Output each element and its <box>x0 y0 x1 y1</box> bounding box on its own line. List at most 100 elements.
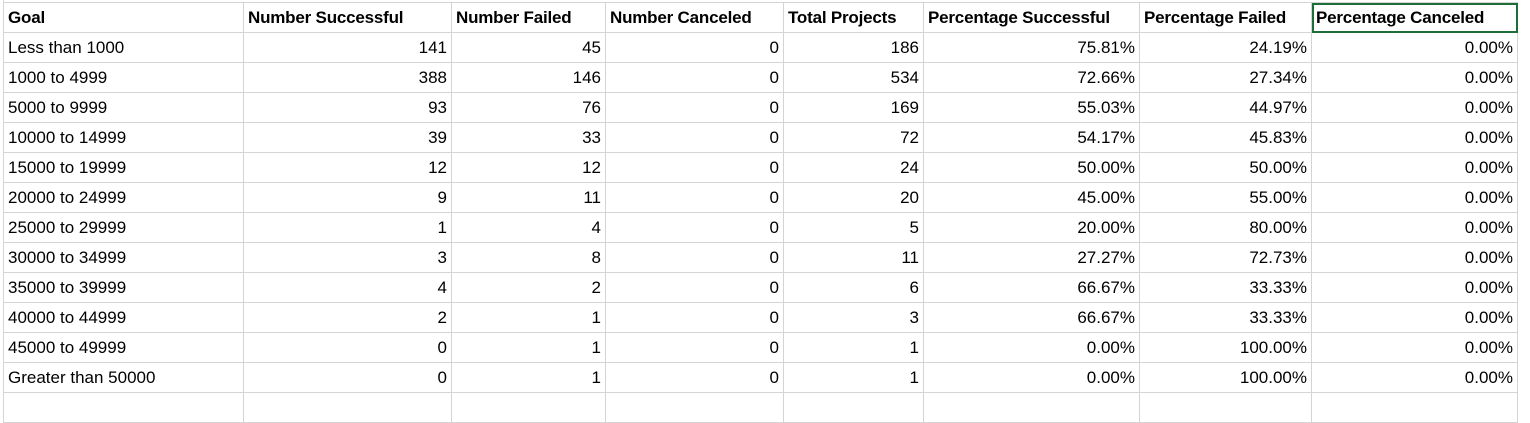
cell-percentage-failed[interactable]: 27.34% <box>1139 62 1312 93</box>
cell-number-failed[interactable]: 1 <box>451 302 606 333</box>
cell-percentage-failed[interactable]: 33.33% <box>1139 302 1312 333</box>
cell-total-projects[interactable]: 186 <box>783 32 924 63</box>
cell-number-failed[interactable]: 76 <box>451 92 606 123</box>
header-cell-total-projects[interactable]: Total Projects <box>783 2 924 33</box>
cell-percentage-failed[interactable]: 45.83% <box>1139 122 1312 153</box>
cell-percentage-failed[interactable]: 80.00% <box>1139 212 1312 243</box>
cell-number-canceled[interactable]: 0 <box>605 272 784 303</box>
cell-total-projects[interactable]: 1 <box>783 332 924 363</box>
cell-percentage-successful[interactable]: 75.81% <box>923 32 1140 63</box>
header-cell-percentage-failed[interactable]: Percentage Failed <box>1139 2 1312 33</box>
header-cell-number-canceled[interactable]: Number Canceled <box>605 2 784 33</box>
cell-number-canceled[interactable]: 0 <box>605 332 784 363</box>
empty-cell[interactable] <box>1311 392 1518 423</box>
cell-goal[interactable]: Greater than 50000 <box>3 362 244 393</box>
cell-total-projects[interactable]: 72 <box>783 122 924 153</box>
cell-number-successful[interactable]: 12 <box>243 152 452 183</box>
empty-cell[interactable] <box>451 392 606 423</box>
cell-percentage-canceled[interactable]: 0.00% <box>1311 92 1518 123</box>
cell-goal[interactable]: 25000 to 29999 <box>3 212 244 243</box>
header-cell-number-successful[interactable]: Number Successful <box>243 2 452 33</box>
cell-number-canceled[interactable]: 0 <box>605 302 784 333</box>
cell-number-successful[interactable]: 1 <box>243 212 452 243</box>
empty-cell[interactable] <box>923 392 1140 423</box>
header-cell-goal[interactable]: Goal <box>3 2 244 33</box>
cell-percentage-successful[interactable]: 54.17% <box>923 122 1140 153</box>
cell-percentage-failed[interactable]: 33.33% <box>1139 272 1312 303</box>
cell-number-successful[interactable]: 388 <box>243 62 452 93</box>
cell-percentage-failed[interactable]: 100.00% <box>1139 332 1312 363</box>
cell-number-failed[interactable]: 1 <box>451 362 606 393</box>
cell-number-failed[interactable]: 33 <box>451 122 606 153</box>
cell-number-canceled[interactable]: 0 <box>605 212 784 243</box>
cell-total-projects[interactable]: 169 <box>783 92 924 123</box>
cell-goal[interactable]: 35000 to 39999 <box>3 272 244 303</box>
cell-percentage-canceled[interactable]: 0.00% <box>1311 332 1518 363</box>
cell-percentage-canceled[interactable]: 0.00% <box>1311 272 1518 303</box>
cell-percentage-successful[interactable]: 55.03% <box>923 92 1140 123</box>
cell-percentage-successful[interactable]: 50.00% <box>923 152 1140 183</box>
cell-number-canceled[interactable]: 0 <box>605 32 784 63</box>
cell-number-canceled[interactable]: 0 <box>605 242 784 273</box>
cell-total-projects[interactable]: 3 <box>783 302 924 333</box>
cell-total-projects[interactable]: 11 <box>783 242 924 273</box>
empty-cell[interactable] <box>243 392 452 423</box>
cell-percentage-failed[interactable]: 24.19% <box>1139 32 1312 63</box>
cell-number-canceled[interactable]: 0 <box>605 152 784 183</box>
cell-number-failed[interactable]: 146 <box>451 62 606 93</box>
cell-total-projects[interactable]: 20 <box>783 182 924 213</box>
cell-percentage-failed[interactable]: 55.00% <box>1139 182 1312 213</box>
cell-goal[interactable]: 5000 to 9999 <box>3 92 244 123</box>
cell-number-successful[interactable]: 39 <box>243 122 452 153</box>
cell-percentage-successful[interactable]: 72.66% <box>923 62 1140 93</box>
cell-percentage-canceled[interactable]: 0.00% <box>1311 152 1518 183</box>
cell-number-canceled[interactable]: 0 <box>605 62 784 93</box>
cell-number-successful[interactable]: 3 <box>243 242 452 273</box>
cell-number-canceled[interactable]: 0 <box>605 122 784 153</box>
cell-number-successful[interactable]: 2 <box>243 302 452 333</box>
cell-goal[interactable]: 15000 to 19999 <box>3 152 244 183</box>
cell-percentage-canceled[interactable]: 0.00% <box>1311 62 1518 93</box>
cell-number-failed[interactable]: 11 <box>451 182 606 213</box>
cell-percentage-failed[interactable]: 50.00% <box>1139 152 1312 183</box>
cell-goal[interactable]: 20000 to 24999 <box>3 182 244 213</box>
cell-number-canceled[interactable]: 0 <box>605 182 784 213</box>
cell-percentage-successful[interactable]: 45.00% <box>923 182 1140 213</box>
cell-number-canceled[interactable]: 0 <box>605 362 784 393</box>
cell-percentage-canceled[interactable]: 0.00% <box>1311 182 1518 213</box>
cell-percentage-canceled[interactable]: 0.00% <box>1311 362 1518 393</box>
cell-percentage-successful[interactable]: 20.00% <box>923 212 1140 243</box>
cell-goal[interactable]: Less than 1000 <box>3 32 244 63</box>
cell-percentage-successful[interactable]: 27.27% <box>923 242 1140 273</box>
cell-number-failed[interactable]: 12 <box>451 152 606 183</box>
cell-goal[interactable]: 1000 to 4999 <box>3 62 244 93</box>
empty-cell[interactable] <box>783 392 924 423</box>
cell-number-successful[interactable]: 93 <box>243 92 452 123</box>
cell-percentage-successful[interactable]: 66.67% <box>923 272 1140 303</box>
cell-number-failed[interactable]: 8 <box>451 242 606 273</box>
cell-number-canceled[interactable]: 0 <box>605 92 784 123</box>
cell-total-projects[interactable]: 534 <box>783 62 924 93</box>
header-cell-percentage-successful[interactable]: Percentage Successful <box>923 2 1140 33</box>
cell-total-projects[interactable]: 24 <box>783 152 924 183</box>
cell-percentage-canceled[interactable]: 0.00% <box>1311 302 1518 333</box>
cell-goal[interactable]: 30000 to 34999 <box>3 242 244 273</box>
header-cell-percentage-canceled[interactable]: Percentage Canceled <box>1311 2 1518 33</box>
cell-number-successful[interactable]: 141 <box>243 32 452 63</box>
cell-number-successful[interactable]: 4 <box>243 272 452 303</box>
cell-percentage-failed[interactable]: 44.97% <box>1139 92 1312 123</box>
cell-number-successful[interactable]: 9 <box>243 182 452 213</box>
cell-percentage-failed[interactable]: 100.00% <box>1139 362 1312 393</box>
cell-total-projects[interactable]: 6 <box>783 272 924 303</box>
cell-percentage-successful[interactable]: 0.00% <box>923 332 1140 363</box>
cell-number-failed[interactable]: 4 <box>451 212 606 243</box>
cell-percentage-failed[interactable]: 72.73% <box>1139 242 1312 273</box>
cell-total-projects[interactable]: 1 <box>783 362 924 393</box>
empty-cell[interactable] <box>3 392 244 423</box>
cell-goal[interactable]: 45000 to 49999 <box>3 332 244 363</box>
cell-percentage-canceled[interactable]: 0.00% <box>1311 212 1518 243</box>
cell-goal[interactable]: 10000 to 14999 <box>3 122 244 153</box>
cell-number-failed[interactable]: 2 <box>451 272 606 303</box>
cell-percentage-successful[interactable]: 0.00% <box>923 362 1140 393</box>
cell-number-failed[interactable]: 45 <box>451 32 606 63</box>
